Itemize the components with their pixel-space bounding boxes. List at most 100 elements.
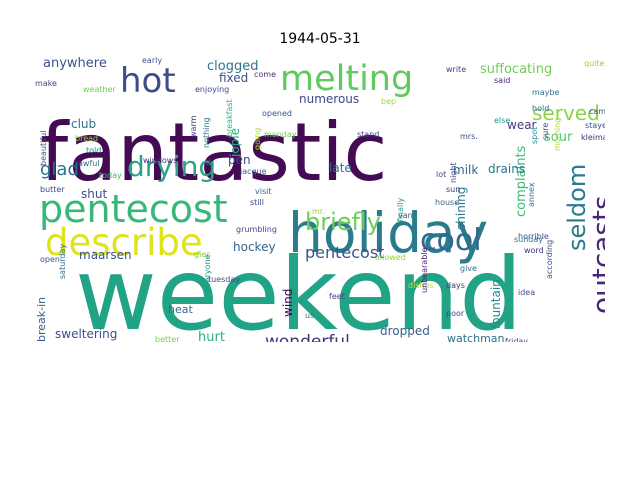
word-hot: hot (120, 61, 176, 101)
word-sour: sour (544, 130, 573, 145)
word-club: club (71, 117, 96, 131)
word-make: make (35, 79, 57, 88)
word-days: days (446, 281, 465, 290)
word-horrible: horrible (518, 232, 549, 241)
word-bread: bread (75, 134, 98, 143)
word-tuesday: tuesday (208, 275, 240, 284)
word-write: write (446, 65, 466, 74)
word-hockey: hockey (233, 240, 276, 254)
word-better: better (155, 335, 180, 342)
word-mr: mr. (312, 207, 325, 216)
word-weekend: weekend (75, 236, 523, 342)
word-pentecost: pentecost (305, 243, 384, 262)
word-beautiful: beautiful (39, 131, 48, 166)
word-according: according (545, 240, 554, 279)
word-wonderful: wonderful (265, 332, 350, 342)
word-nothing: nothing (202, 117, 211, 148)
word-gies: gies (194, 250, 210, 259)
word-maybe: maybe (532, 88, 560, 97)
word-breakfast: breakfast (225, 99, 234, 137)
word-watchman: watchman (447, 332, 505, 342)
word-pentecost: pentecost (39, 187, 228, 231)
word-grumbling: grumbling (236, 225, 277, 234)
word-us: us (305, 311, 314, 320)
word-wind: wind (281, 289, 295, 317)
word-night: night (449, 162, 458, 183)
word-today: today (99, 171, 122, 180)
word-milk: milk (453, 163, 478, 177)
word-enjoying: enjoying (195, 85, 229, 94)
word-glad: glad (40, 159, 79, 180)
word-morning: morning (553, 118, 562, 151)
word-drying: drying (127, 150, 216, 183)
word-unbearable: unbearable (420, 247, 429, 293)
word-give: give (460, 264, 477, 273)
word-clogged: clogged (207, 59, 258, 74)
word-kleiman: kleiman (581, 133, 605, 142)
word-come: come (254, 70, 276, 79)
word-allowed: allowed (375, 253, 406, 262)
word-fixed: fixed (219, 71, 248, 85)
word-quite: quite (584, 59, 605, 68)
word-jacque: jacque (239, 167, 267, 176)
word-complaints: complaints (514, 145, 529, 217)
word-finally: finally (396, 198, 405, 222)
word-everyone: everyone (203, 254, 212, 292)
word-briefly: briefly (305, 208, 381, 236)
word-idea: idea (518, 288, 535, 297)
word-lot: lot (436, 170, 446, 179)
word-shut: shut (81, 187, 107, 201)
word-numerous: numerous (299, 92, 359, 106)
word-visit: visit (255, 187, 271, 196)
word-describe: describe (45, 221, 203, 264)
word-dishes: dishes (408, 281, 434, 290)
word-sweltering: sweltering (55, 327, 117, 341)
word-weather: weather (83, 85, 116, 94)
word-cool: cool (420, 223, 482, 258)
word-cloud: weekendfantasticholidaypentecostdescribe… (35, 56, 605, 342)
word-shining: shining (454, 187, 468, 230)
word-hurt: hurt (198, 330, 225, 342)
word-house: house (435, 198, 459, 207)
word-butter: butter (40, 185, 65, 194)
word-word: word (524, 246, 544, 255)
word-windows: windows (143, 156, 178, 165)
word-sun: sun (446, 185, 460, 194)
word-drains: drains (488, 162, 525, 176)
word-sunday: sunday (514, 235, 543, 244)
word-spot: spot (530, 127, 539, 144)
word-served: served (532, 101, 600, 125)
word-fantastic: fantastic (40, 106, 388, 199)
word-late: late (329, 161, 352, 175)
word-saturday: saturday (58, 244, 67, 279)
chart-title: 1944-05-31 (279, 31, 361, 47)
word-bep: bep (381, 97, 396, 106)
word-still: still (250, 198, 264, 207)
word-van: van (398, 211, 413, 220)
word-said: said (494, 76, 510, 85)
word-break-in: break-in (35, 297, 48, 342)
word-melting: melting (280, 59, 413, 99)
word-maarsen: maarsen (79, 248, 132, 262)
word-hold: hold (532, 104, 549, 113)
word-early: early (142, 56, 162, 65)
word-seldom: seldom (563, 164, 591, 251)
word-warm: warm (189, 115, 198, 138)
word-stayed: stayed (585, 121, 605, 130)
word-awful: awful (78, 159, 100, 168)
word-fountain: fountain (489, 279, 503, 329)
word-monday: monday (264, 130, 297, 139)
word-afternoon: afternoon (35, 133, 37, 172)
word-anywhere: anywhere (43, 56, 107, 71)
word-heat: heat (168, 303, 193, 316)
word-going: going (253, 128, 262, 150)
word-dropped: dropped (380, 324, 430, 338)
word-holiday: holiday (288, 201, 488, 265)
word-friday: friday (505, 337, 528, 342)
word-told: told (86, 146, 101, 155)
word-sure: sure (541, 123, 550, 140)
word-mrs: mrs. (460, 132, 478, 141)
word-stand: stand (357, 130, 379, 139)
word-came: came (589, 107, 605, 116)
word-else: else (494, 116, 510, 125)
